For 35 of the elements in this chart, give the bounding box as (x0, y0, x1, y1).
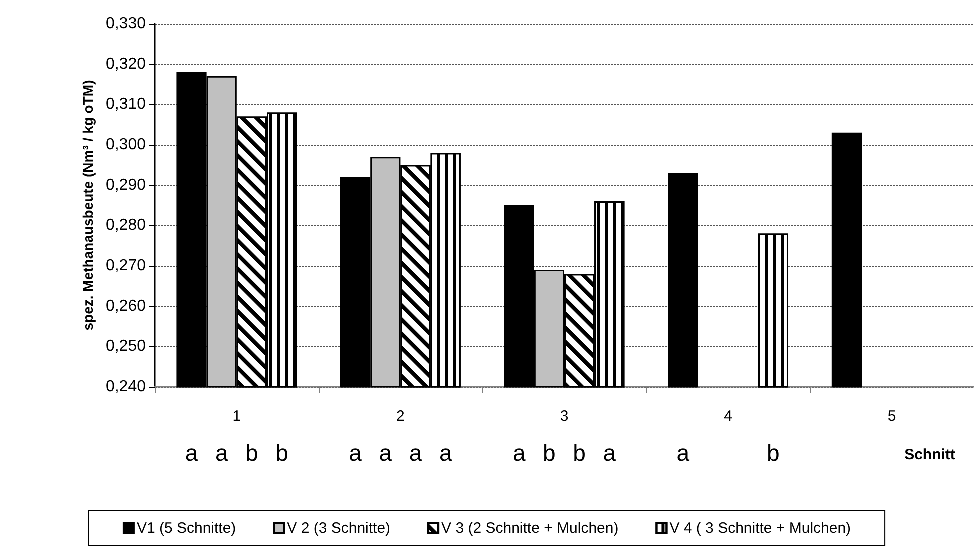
y-tick-label: 0,270 (106, 258, 146, 274)
text: b (767, 440, 780, 466)
text: a (409, 440, 422, 466)
legend-label: V 3 (2 Schnitte + Mulchen) (442, 520, 619, 537)
y-tick-label: 0,250 (106, 338, 146, 356)
text: a (603, 440, 616, 466)
y-tick-label: 0,280 (106, 217, 146, 234)
text: b (573, 440, 586, 466)
x-tick-label: 1 (232, 408, 242, 425)
y-tick-label: 0,300 (106, 136, 146, 154)
text: b (246, 440, 258, 466)
text: a (676, 440, 690, 466)
text: a (185, 440, 198, 466)
y-tick-label: 0,320 (106, 56, 146, 73)
x-tick-label: 4 (724, 408, 732, 425)
text: a (512, 440, 526, 466)
y-tick-label: 0,310 (106, 96, 146, 114)
text: a (379, 440, 392, 466)
legend-label: V 2 (3 Schnitte) (287, 520, 391, 537)
legend-label: V1 (5 Schnitte) (136, 520, 236, 537)
text: a (215, 440, 228, 466)
text: b (543, 440, 556, 466)
y-tick-label: 0,240 (106, 378, 146, 396)
x-tick-label: 2 (396, 408, 405, 425)
x-tick-label: 5 (888, 408, 896, 425)
text: a (349, 440, 362, 466)
text: a (439, 440, 452, 466)
y-tick-label: 0,330 (106, 16, 146, 32)
legend-label: V 4 ( 3 Schnitte + Mulchen) (670, 520, 852, 537)
x-axis-title: Schnitt (904, 446, 956, 464)
y-tick-label: 0,260 (106, 298, 146, 315)
y-axis-title: spez. Methanausbeute (Nm³ / kg oTM) (80, 80, 96, 331)
y-tick-label: 0,290 (106, 176, 146, 194)
text: b (276, 440, 288, 466)
x-tick-label: 3 (560, 408, 569, 425)
